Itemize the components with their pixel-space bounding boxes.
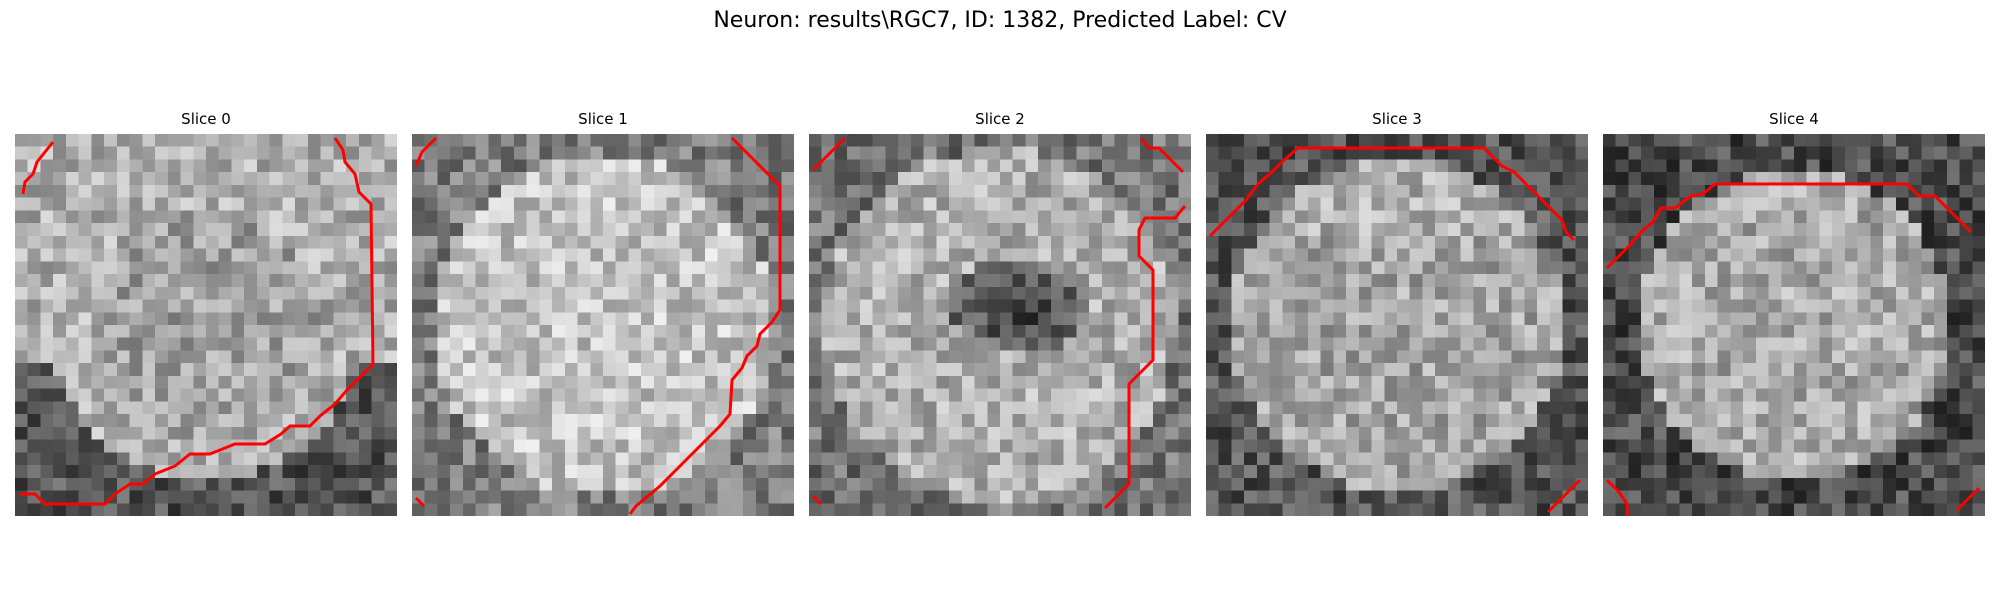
slice-panel-4: Slice 4 xyxy=(1603,108,1985,516)
slice-panel-3: Slice 3 xyxy=(1206,108,1588,516)
slice-image xyxy=(809,134,1191,516)
contour-overlay xyxy=(414,136,782,515)
slice-image xyxy=(1206,134,1588,516)
slice-title: Slice 1 xyxy=(578,110,628,128)
slice-panel-0: Slice 0 xyxy=(15,108,397,516)
slice-image xyxy=(1603,134,1985,516)
slice-panel-1: Slice 1 xyxy=(412,108,794,516)
figure-title: Neuron: results\RGC7, ID: 1382, Predicte… xyxy=(713,8,1287,33)
slice-title: Slice 3 xyxy=(1372,110,1422,128)
slice-image xyxy=(412,134,794,516)
contour-overlay xyxy=(20,137,375,506)
slice-title: Slice 4 xyxy=(1769,110,1819,128)
contour-overlay xyxy=(1605,182,1981,516)
slice-panel-2: Slice 2 xyxy=(809,108,1191,516)
slice-title: Slice 2 xyxy=(975,110,1025,128)
contour-overlay xyxy=(1208,146,1582,514)
slice-image xyxy=(15,134,397,516)
slice-title: Slice 0 xyxy=(181,110,231,128)
contour-overlay xyxy=(811,136,1187,510)
